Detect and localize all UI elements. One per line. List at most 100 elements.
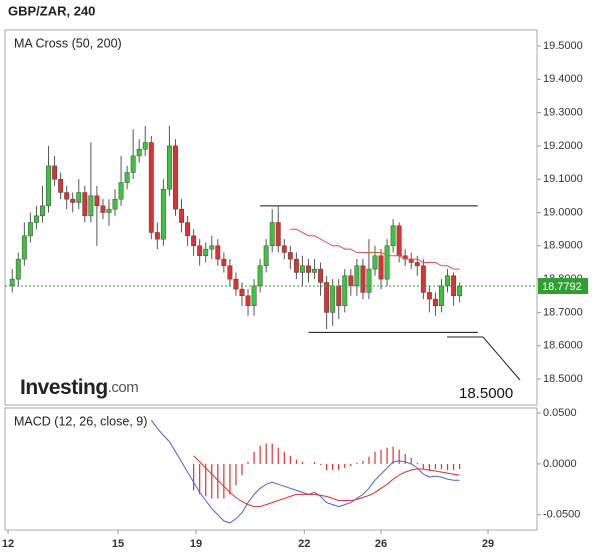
candle-body	[82, 192, 88, 217]
candle-body	[221, 258, 227, 267]
marks: 19.5000 19.4000 19.3000 19.2000 19.1000 19.00…	[2, 40, 588, 550]
y-tick-label: 19.1000	[543, 173, 583, 185]
candle-body	[227, 265, 233, 280]
candle-body	[390, 225, 396, 247]
logo-suffix: .com	[108, 379, 139, 396]
candle-body	[148, 142, 154, 233]
candle-body	[136, 148, 142, 157]
candle-body	[166, 145, 172, 190]
candle-body	[312, 268, 317, 273]
annotation: 18.5000	[459, 385, 513, 402]
candle-body	[281, 245, 287, 253]
candle-body	[106, 208, 112, 213]
candle-body	[348, 275, 354, 287]
candle-body	[52, 165, 58, 180]
x-tick-label: 29	[482, 538, 494, 550]
ma-line	[290, 228, 460, 270]
candle-body	[58, 178, 64, 193]
y-tick-label: 19.3000	[543, 106, 583, 118]
x-tick-label: 26	[375, 538, 387, 550]
candle-body	[88, 195, 94, 217]
x-tick-label: 15	[112, 538, 124, 550]
candle-body	[203, 248, 209, 257]
candle-body	[445, 275, 450, 287]
candle-body	[70, 198, 76, 203]
candle-body	[414, 262, 420, 267]
candle-body	[426, 292, 432, 300]
macd-y-tick-label: 0.0000	[543, 458, 577, 470]
candle-body	[46, 165, 51, 207]
candle-body	[330, 285, 336, 313]
candle-body	[287, 252, 293, 260]
y-tick-label: 18.9000	[543, 240, 583, 252]
chart-title: GBP/ZAR, 240	[8, 3, 95, 18]
candle-body	[239, 288, 245, 297]
candle-body	[185, 222, 191, 237]
candle-body	[251, 285, 257, 307]
candle-body	[118, 182, 124, 200]
macd-line	[150, 419, 460, 524]
candle-body	[209, 245, 215, 250]
candle-body	[124, 172, 130, 183]
y-tick-label: 19.4000	[543, 73, 583, 85]
candle-body	[299, 265, 305, 273]
candle-body	[324, 282, 330, 313]
macd-y-tick-label: -0.0500	[543, 509, 580, 521]
candle-body	[27, 222, 33, 237]
candle-body	[33, 215, 39, 223]
candle-body	[233, 278, 239, 290]
y-tick-label: 19.0000	[543, 206, 583, 218]
candle-body	[396, 225, 402, 257]
x-tick-label: 12	[2, 538, 14, 550]
candle-body	[94, 195, 100, 207]
candle-body	[21, 235, 27, 260]
candle-body	[275, 222, 281, 247]
candle-body	[215, 245, 221, 260]
candle-body	[384, 245, 390, 280]
macd-y-tick-label: 0.0500	[543, 407, 577, 419]
candle-body	[432, 298, 438, 307]
y-tick-label: 18.5000	[543, 373, 583, 385]
callout-line	[447, 336, 521, 381]
candle-body	[257, 265, 263, 287]
logo-brand: Investing	[20, 376, 108, 399]
candle-body	[306, 265, 311, 273]
candle-body	[318, 268, 324, 283]
candle-body	[354, 265, 360, 287]
candle-body	[100, 205, 106, 213]
candle-body	[360, 265, 366, 293]
candle-body	[342, 275, 348, 307]
candle-body	[130, 155, 136, 173]
candle-body	[76, 192, 82, 203]
y-tick-label: 19.5000	[543, 40, 583, 52]
candle-body	[154, 232, 160, 240]
candle-body	[263, 245, 269, 267]
candle-body	[173, 145, 178, 210]
last-price-label: 18.7792	[542, 281, 582, 293]
candle-body	[9, 278, 15, 287]
y-tick-label: 18.7000	[543, 306, 583, 318]
last-price-tag	[538, 278, 588, 295]
candle-body	[191, 235, 197, 247]
candle-body	[457, 285, 463, 297]
candle-body	[293, 258, 299, 273]
candle-body	[64, 192, 70, 200]
y-tick-label: 19.2000	[543, 140, 583, 152]
candle-body	[179, 208, 184, 223]
candle-body	[269, 222, 275, 247]
price-panel	[4, 29, 538, 406]
indicator-label: MA Cross (50, 200)	[14, 36, 122, 50]
macd-panel	[4, 407, 538, 531]
macd-label: MACD (12, 26, close, 9)	[14, 414, 147, 428]
candle-body	[420, 265, 426, 293]
candle-body	[142, 142, 148, 150]
candle-body	[112, 198, 118, 210]
candle-body	[40, 205, 45, 217]
x-tick-label: 19	[190, 538, 202, 550]
x-tick-label: 22	[298, 538, 310, 550]
signal-line	[193, 455, 460, 508]
candle-body	[160, 188, 166, 240]
